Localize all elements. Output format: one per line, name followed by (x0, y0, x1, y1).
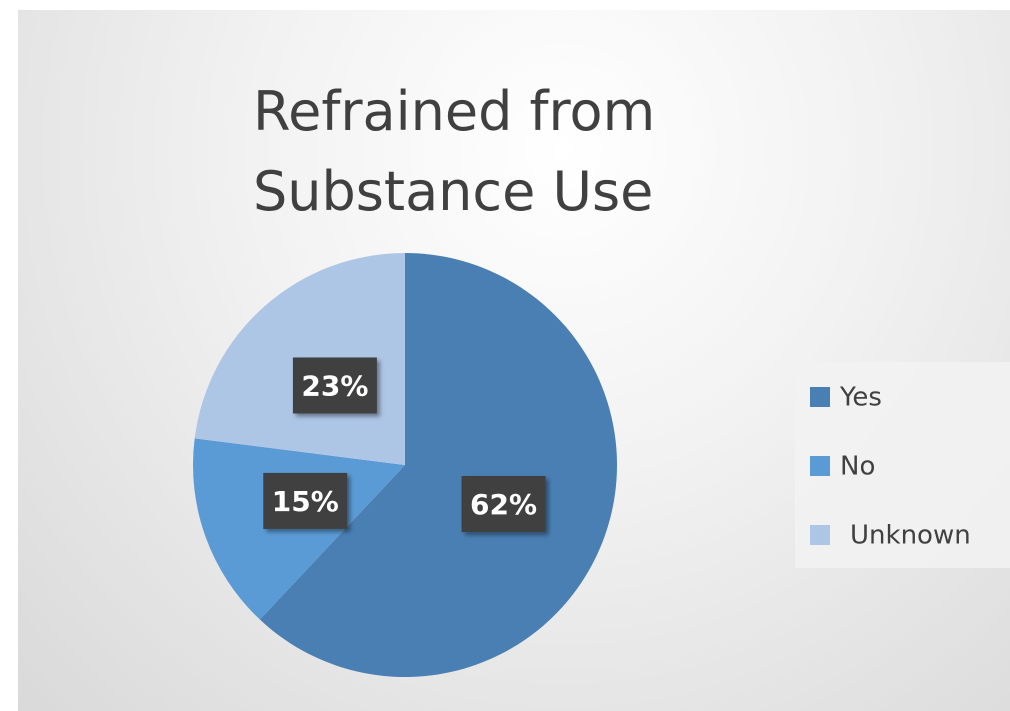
legend-label: No (840, 452, 875, 482)
legend-swatch (810, 387, 830, 407)
data-label-box (292, 357, 377, 414)
chart: 62% 15% 23% Yes No Unknown Refrained from Sub… (18, 10, 1010, 711)
data-label: 62% (470, 488, 537, 521)
chart-title: Refrained from Substance Use (253, 80, 656, 223)
chart-canvas: 62% 15% 23% Yes No Unknown (192, 253, 1010, 677)
legend-box (795, 362, 1010, 568)
data-label: 15% (272, 485, 339, 518)
data-label-box (263, 472, 348, 529)
legend-label: Yes (839, 383, 882, 413)
data-label-box (461, 476, 546, 533)
legend-swatch (810, 525, 830, 545)
pie-slice (259, 253, 618, 677)
legend-label: Unknown (850, 521, 971, 551)
legend-swatch (810, 456, 830, 476)
data-label: 23% (301, 369, 368, 402)
pie-slice (192, 438, 405, 620)
